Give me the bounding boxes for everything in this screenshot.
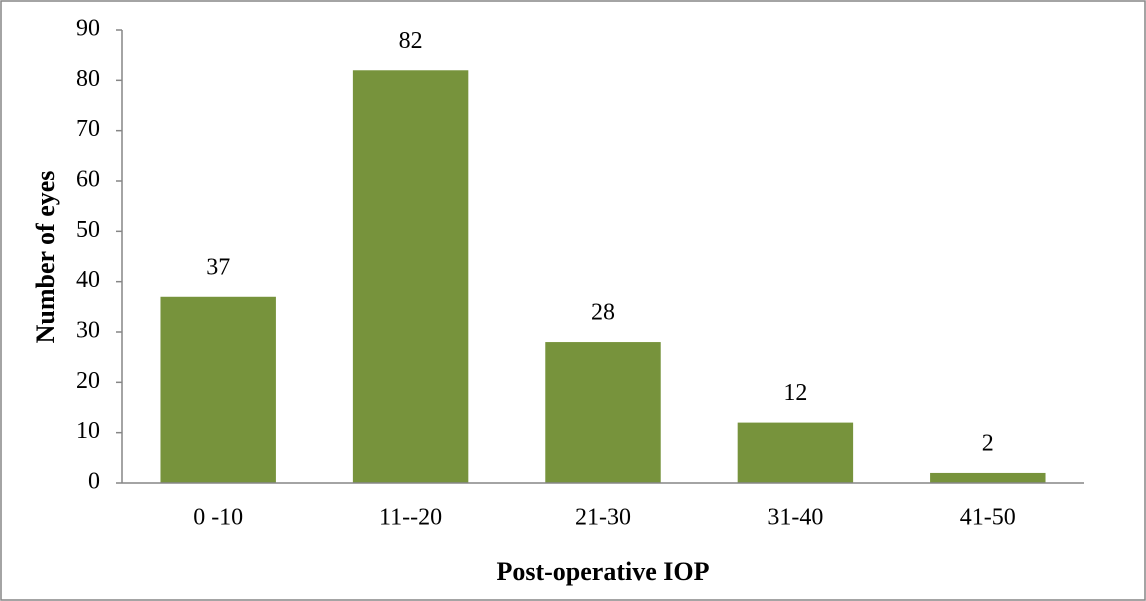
y-tick-label: 90 [76,16,100,42]
y-tick-label: 20 [76,368,100,394]
x-axis-title: Post-operative IOP [496,557,709,586]
data-label: 28 [591,300,615,326]
y-tick-label: 60 [76,167,100,193]
y-tick-label: 80 [76,66,100,92]
data-label: 12 [783,380,807,406]
y-tick-label: 0 [88,469,100,495]
y-tick-label: 10 [76,418,100,444]
bar [545,342,661,483]
bar [930,472,1046,483]
bar [160,296,276,483]
data-label: 82 [399,28,423,54]
bar [737,422,854,483]
bar [352,70,469,484]
x-tick-label: 0 -10 [193,505,243,531]
y-tick-label: 70 [76,116,100,142]
y-axis-title: Number of eyes [31,171,60,344]
data-label: 2 [982,430,994,456]
x-tick-label: 41-50 [960,505,1016,531]
x-tick-label: 31-40 [767,505,823,531]
y-tick-label: 30 [76,318,100,344]
y-tick-label: 50 [76,217,100,243]
x-tick-label: 21-30 [575,505,631,531]
y-tick-label: 40 [76,267,100,293]
data-label: 37 [206,254,230,280]
x-tick-label: 11--20 [379,505,442,531]
